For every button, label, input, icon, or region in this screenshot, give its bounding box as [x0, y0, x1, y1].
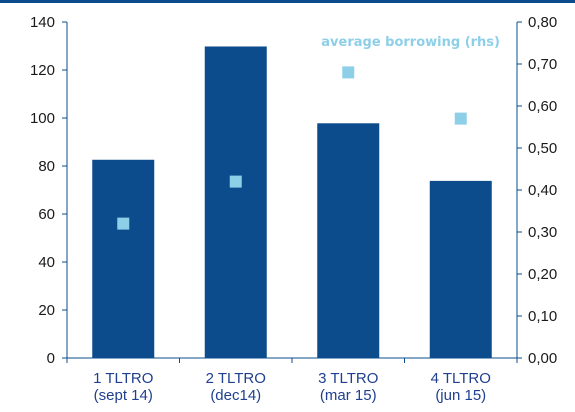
y-left-tick-label: 60 — [38, 206, 55, 223]
y-left-tick-label: 140 — [30, 14, 55, 31]
category-label-1: (sept 14) — [94, 387, 153, 404]
y-right-tick-label: 0,40 — [528, 182, 557, 199]
y-right-tick-label: 0,00 — [528, 350, 557, 367]
category-label-4: (jun 15) — [435, 387, 486, 404]
bar-2 — [204, 46, 267, 358]
marker-3 — [342, 66, 355, 79]
y-right-tick-label: 0,10 — [528, 308, 557, 325]
category-label-2: (dec14) — [210, 387, 261, 404]
y-right-tick-label: 0,50 — [528, 140, 557, 157]
marker-4 — [454, 112, 467, 125]
category-labels-group: 1 TLTRO(sept 14) 2 TLTRO(dec14) 3 TLTRO(ma… — [93, 370, 491, 404]
category-label-3: 3 TLTRO — [318, 370, 378, 387]
y-left-tick-label: 120 — [30, 62, 55, 79]
top-rule — [0, 0, 575, 3]
legend-average-borrowing: average borrowing (rhs) — [321, 35, 500, 50]
y-right-tick-label: 0,20 — [528, 266, 557, 283]
y-left-tick-label: 20 — [38, 302, 55, 319]
y-right-tick-label: 0,30 — [528, 224, 557, 241]
marker-1 — [117, 217, 130, 230]
y-left-tick-label: 80 — [38, 158, 55, 175]
y-right-tick-label: 0,80 — [528, 14, 557, 31]
bars-group — [92, 46, 492, 358]
category-label-3: (mar 15) — [320, 387, 377, 404]
bar-3 — [317, 123, 380, 358]
y-left-tick-label: 40 — [38, 254, 55, 271]
y-right-tick-label: 0,60 — [528, 98, 557, 115]
y-left-tick-label: 0 — [47, 350, 55, 367]
category-label-4: 4 TLTRO — [431, 370, 491, 387]
y-left-tick-label: 100 — [30, 110, 55, 127]
markers-group — [117, 66, 467, 230]
ticks-group: 0 20 40 60 80 100 120 140 0,00 0,10 0,20 0,30 0,40 0,… — [30, 14, 557, 367]
bar-1 — [92, 159, 155, 358]
category-label-2: 2 TLTRO — [206, 370, 266, 387]
bar-4 — [429, 180, 492, 358]
marker-2 — [229, 175, 242, 188]
category-label-1: 1 TLTRO — [93, 370, 153, 387]
y-right-tick-label: 0,70 — [528, 56, 557, 73]
